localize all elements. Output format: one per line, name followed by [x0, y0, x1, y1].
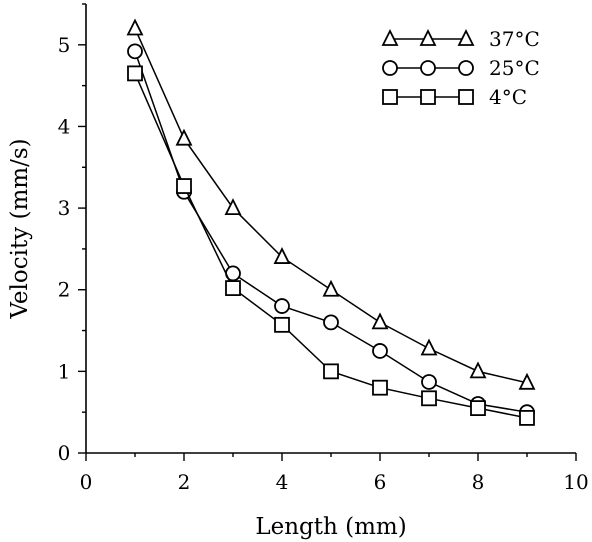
legend-label: 4°C [489, 85, 527, 109]
y-tick-label: 0 [58, 441, 71, 465]
x-ticks: 0 2 4 6 8 10 [80, 453, 589, 494]
series-square [127, 65, 535, 426]
data-point-square [470, 400, 486, 417]
data-point-square [372, 379, 388, 396]
y-tick-label: 5 [58, 33, 71, 57]
legend-marker-square [458, 89, 474, 105]
x-tick-label: 2 [178, 470, 191, 494]
legend-marker-triangle [457, 28, 475, 46]
legend-marker-circle [420, 60, 436, 76]
legend-entry: 25°C [382, 56, 540, 80]
legend-marker-triangle [381, 28, 399, 46]
x-tick-label: 10 [563, 470, 588, 494]
data-point-circle [372, 343, 388, 359]
y-tick-label: 3 [58, 196, 71, 220]
data-point-circle [127, 43, 143, 60]
data-point-circle [421, 374, 437, 390]
data-point-triangle [175, 128, 193, 146]
legend-marker-circle [382, 60, 398, 76]
x-tick-label: 0 [80, 470, 93, 494]
data-point-triangle [273, 247, 291, 264]
series-line [134, 51, 528, 413]
x-tick-label: 6 [374, 470, 387, 494]
legend-label: 25°C [489, 56, 540, 80]
data-point-circle [323, 314, 339, 331]
data-point-triangle [224, 198, 242, 215]
x-tick-label: 8 [472, 470, 485, 494]
legend-entry: 4°C [382, 85, 527, 109]
legend-marker-triangle [419, 28, 437, 46]
data-point-square [176, 178, 192, 194]
data-point-triangle [469, 361, 487, 379]
y-tick-label: 4 [58, 114, 71, 138]
y-axis-title: Velocity (mm/s) [7, 138, 33, 319]
data-point-square [421, 390, 437, 407]
data-point-triangle [371, 312, 389, 330]
data-point-triangle [518, 372, 536, 390]
x-axis-title: Length (mm) [255, 514, 406, 540]
y-ticks: 0 1 2 3 4 5 [58, 3, 86, 465]
y-tick-label: 1 [58, 359, 71, 383]
data-point-square [323, 363, 339, 380]
series-triangle [126, 18, 536, 390]
data-point-square [225, 280, 241, 296]
data-point-circle [274, 298, 290, 314]
data-point-triangle [322, 279, 340, 297]
data-point-triangle [126, 18, 144, 36]
data-point-square [127, 65, 143, 82]
y-tick-label: 2 [58, 278, 71, 302]
legend-marker-circle [458, 60, 474, 76]
data-point-square [274, 316, 290, 333]
legend-marker-square [420, 89, 436, 105]
data-point-triangle [420, 338, 438, 356]
legend-marker-square [382, 89, 398, 105]
legend-label: 37°C [489, 27, 540, 51]
x-tick-label: 4 [276, 470, 289, 494]
legend: 37°C 25°C 4°C [381, 27, 540, 109]
series-layer [126, 18, 536, 426]
data-point-square [519, 409, 535, 426]
legend-entry: 37°C [381, 27, 540, 51]
